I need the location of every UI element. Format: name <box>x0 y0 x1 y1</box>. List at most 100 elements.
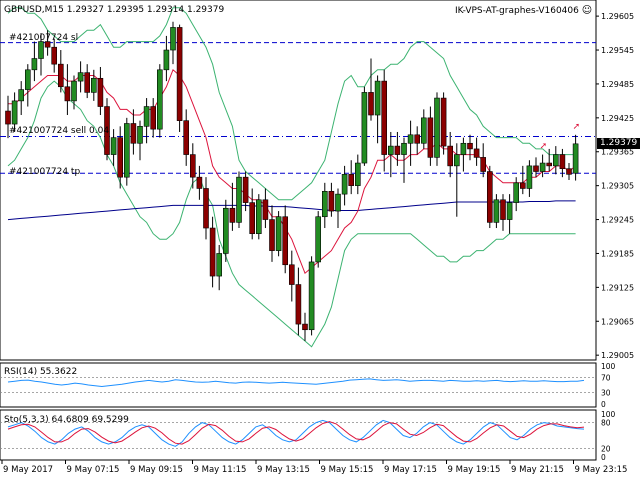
candle-body <box>57 63 64 88</box>
candle-body <box>249 202 255 234</box>
candle-body <box>341 174 348 195</box>
bollinger-bands <box>7 7 576 348</box>
candlesticks <box>5 21 579 342</box>
rsi-line <box>7 378 585 388</box>
stoch-pane-frame <box>0 409 597 461</box>
candle-body <box>414 134 421 144</box>
candle-body <box>97 77 104 107</box>
stoch-line <box>7 419 585 447</box>
price-tick-label: 1.29125 <box>601 283 634 292</box>
candle-body <box>361 92 368 164</box>
stoch-label: Sto(5,3,3) 64.6809 69.5299 <box>4 415 129 425</box>
stoch-axis-label: 0 <box>601 453 606 462</box>
price-tick-label: 1.29065 <box>601 317 634 326</box>
time-tick-label: 9 May 21:15 <box>511 465 564 475</box>
candle-body <box>500 199 506 220</box>
candle-body <box>354 162 361 186</box>
candle-body <box>203 188 209 229</box>
candle-body <box>190 154 196 178</box>
candle-body <box>519 182 526 189</box>
candle-body <box>302 323 308 331</box>
smiley-icon: ☺ <box>581 5 593 16</box>
candle-body <box>434 97 440 158</box>
candle-body <box>427 117 434 158</box>
candle-body <box>493 199 500 223</box>
rsi-axis-label: 70 <box>601 373 611 382</box>
price-tick-label: 1.29005 <box>601 351 634 360</box>
trade-arrow-icon: ➚ <box>573 122 581 132</box>
vps-label-text: IK-VPS-AT-graphes-V160406 <box>455 6 579 16</box>
candle-body <box>157 69 163 130</box>
candle-body <box>282 216 289 266</box>
time-tick-label: 9 May 19:15 <box>448 465 501 475</box>
candle-body <box>566 168 572 175</box>
candle-body <box>64 86 71 102</box>
candle-body <box>255 199 262 234</box>
price-tick-label: 1.29485 <box>601 80 634 89</box>
candle-body <box>486 171 493 223</box>
candle-body <box>196 176 203 189</box>
time-tick-label: 9 May 2017 <box>3 465 53 475</box>
trade-arrow-icon: ➚ <box>540 142 548 152</box>
time-tick-label: 9 May 15:15 <box>321 465 374 475</box>
candle-body <box>387 145 394 155</box>
candle-body <box>335 193 341 212</box>
order-level-lines <box>0 42 596 174</box>
symbol-info-label: GBPUSD,M15 1.29327 1.29395 1.29314 1.293… <box>4 5 225 15</box>
order-label-sell[interactable]: #421007724 sell 0.04 <box>9 126 110 136</box>
candle-body <box>11 100 18 125</box>
candle-body <box>84 72 90 93</box>
trade-arrows: ➚➚ <box>540 122 581 152</box>
candle-body <box>552 154 559 167</box>
candle-body <box>533 165 539 172</box>
candle-body <box>467 142 473 150</box>
candle-body <box>18 89 25 102</box>
stoch-axis-label: 80 <box>601 419 611 428</box>
price-tick-label: 1.29245 <box>601 216 634 225</box>
candle-body <box>183 120 189 155</box>
candle-body <box>209 227 216 277</box>
candle-body <box>77 72 84 82</box>
candle-body <box>381 80 388 155</box>
candle-body <box>275 216 282 251</box>
candle-body <box>526 165 533 189</box>
candle-body <box>559 154 566 169</box>
candle-body <box>163 49 170 71</box>
current-price-badge: 1.29379 <box>597 137 640 149</box>
rsi-axis-label: 100 <box>601 362 616 371</box>
candle-body <box>506 202 513 220</box>
candle-body <box>453 154 460 167</box>
time-axis: 9 May 2017 9 May 07:15 9 May 09:15 9 May 11… <box>1 460 627 475</box>
candle-body <box>130 123 137 144</box>
candle-body <box>223 207 229 254</box>
order-label-tp[interactable]: #421007724 tp <box>9 167 81 177</box>
candle-body <box>447 145 454 167</box>
candle-body <box>407 134 414 144</box>
stoch-axis-label: 20 <box>601 444 611 453</box>
candle-body <box>473 148 480 158</box>
price-tick-label: 1.29605 <box>601 12 634 21</box>
candle-body <box>480 157 487 172</box>
price-tick-label: 1.29305 <box>601 182 634 191</box>
candle-body <box>546 162 553 167</box>
candle-body <box>288 264 295 285</box>
candle-body <box>572 143 579 174</box>
candle-body <box>170 27 176 51</box>
rsi-pane-frame <box>0 362 597 408</box>
candle-body <box>348 174 355 186</box>
rsi-indicator: 100 70 30 0 <box>0 362 616 409</box>
candle-body <box>440 97 447 147</box>
candle-body <box>420 117 427 144</box>
candle-body <box>229 207 236 223</box>
candle-body <box>308 261 315 331</box>
price-axis: 1.29605 1.29545 1.29485 1.29425 1.29365 1.293… <box>596 12 634 360</box>
candle-body <box>321 191 328 218</box>
candle-body <box>5 110 11 125</box>
order-label-sl[interactable]: #421007724 sl <box>9 33 79 43</box>
candle-body <box>394 145 401 155</box>
candle-body <box>216 253 222 277</box>
price-tick-label: 1.29365 <box>601 148 634 157</box>
